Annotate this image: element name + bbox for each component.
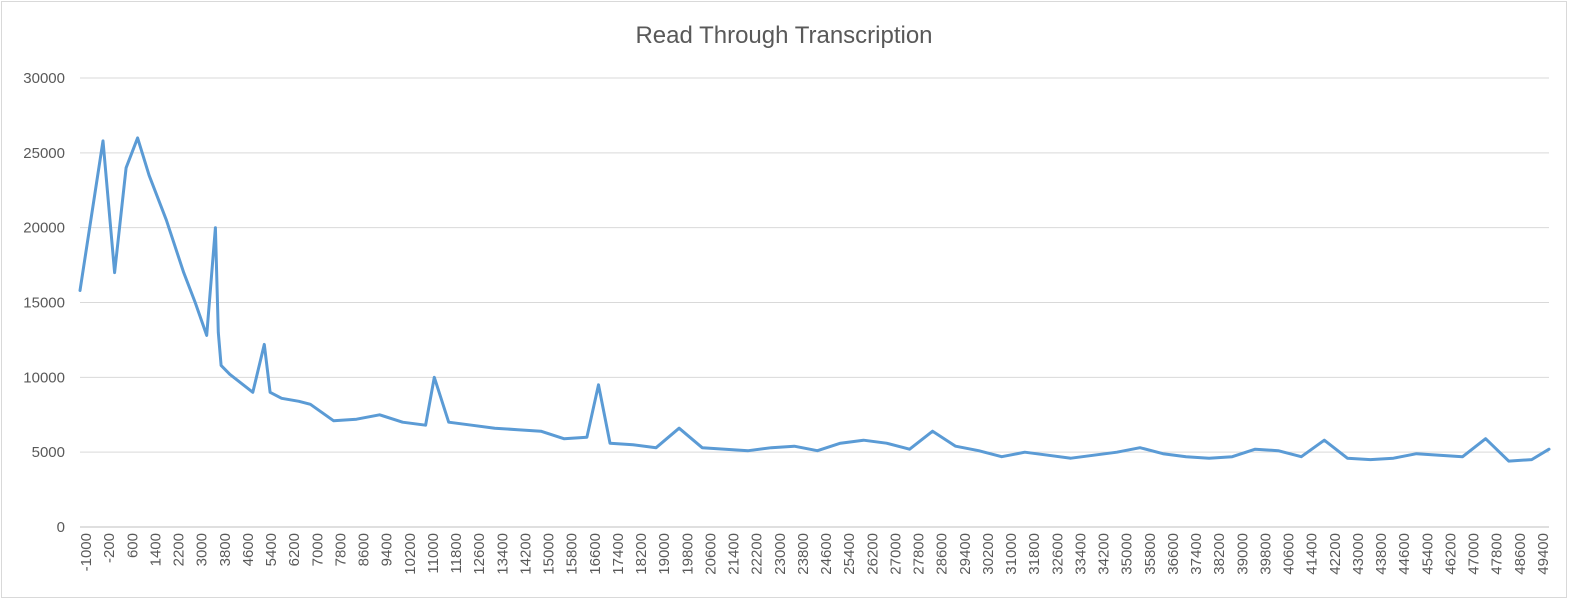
x-tick-label: 3800 [217,533,234,566]
x-tick-label: 37400 [1188,533,1205,575]
x-tick-label: 15800 [564,533,581,575]
chart-area: Read Through Transcription 0 5000 10000 150… [1,1,1567,598]
y-tick-label: 30000 [23,70,65,87]
x-tick-label: 5400 [263,533,280,566]
x-tick-label: 17400 [610,533,627,575]
x-tick-label: 23800 [795,533,812,575]
x-tick-label: 44600 [1396,533,1413,575]
x-tick-label: 16600 [587,533,604,575]
x-tick-label: 23000 [772,533,789,575]
x-tick-label: 20600 [702,533,719,575]
x-tick-label: 33400 [1072,533,1089,575]
x-tick-label: -1000 [78,533,95,571]
x-tick-label: 1400 [147,533,164,566]
x-tick-label: 29400 [957,533,974,575]
x-tick-label: 43000 [1350,533,1367,575]
x-tick-label: 15000 [541,533,558,575]
x-tick-label: 11000 [425,533,442,574]
x-tick-label: 2200 [171,533,188,566]
y-tick-label: 15000 [23,295,65,312]
x-tick-label: 49400 [1535,533,1552,575]
x-tick-label: 4600 [240,533,257,566]
y-tick-label: 5000 [32,444,65,461]
y-tick-label: 0 [57,519,65,536]
x-tick-label: 31000 [1003,533,1020,575]
x-tick-label: 40600 [1281,533,1298,575]
x-tick-label: 48600 [1512,533,1529,575]
x-tick-label: 35000 [1119,533,1136,575]
x-tick-label: 19000 [656,533,673,575]
x-tick-label: 42200 [1327,533,1344,575]
x-tick-label: 27000 [887,533,904,575]
x-tick-label: 41400 [1304,533,1321,575]
x-tick-label: 43800 [1373,533,1390,575]
x-tick-label: 7800 [332,533,349,566]
x-tick-label: 46200 [1442,533,1459,575]
x-tick-label: 21400 [726,533,743,575]
y-axis-labels: 0 5000 10000 15000 20000 25000 30000 [23,70,65,536]
x-tick-label: 47000 [1466,533,1483,575]
x-tick-label: 8600 [356,533,373,566]
x-tick-label: 18200 [633,533,650,575]
x-tick-label: 45400 [1419,533,1436,575]
x-tick-label: 31800 [1026,533,1043,575]
x-tick-label: 26200 [864,533,881,575]
chart-title: Read Through Transcription [635,22,933,49]
series-layer [78,136,1551,463]
x-tick-label: 25400 [841,533,858,575]
plot-area: 0 5000 10000 15000 20000 25000 30000 -1000 -200… [23,70,1552,575]
x-tick-label: 19800 [679,533,696,575]
x-tick-label: 3000 [194,533,211,566]
x-tick-label: -200 [101,533,118,563]
x-tick-label: 9400 [379,533,396,566]
y-tick-label: 10000 [23,369,65,386]
x-tick-label: 6200 [286,533,303,566]
x-tick-label: 14200 [517,533,534,575]
x-tick-label: 22200 [749,533,766,575]
x-axis-labels: -1000 -200 600 1400 2200 3000 3800 4600 5400 6200… [78,533,1552,575]
gridlines [80,77,1549,528]
x-tick-label: 27800 [911,533,928,575]
x-tick-label: 10200 [402,533,419,575]
x-tick-label: 600 [124,533,141,558]
x-tick-label: 39000 [1234,533,1251,575]
x-tick-label: 32600 [1049,533,1066,575]
x-tick-label: 34200 [1096,533,1113,575]
x-tick-label: 36600 [1165,533,1182,575]
x-tick-label: 12600 [471,533,488,575]
series-line-0 [78,136,1551,463]
x-tick-label: 47800 [1489,533,1506,575]
x-tick-label: 39800 [1257,533,1274,575]
x-tick-label: 38200 [1211,533,1228,575]
x-tick-label: 11800 [448,533,465,574]
y-tick-label: 25000 [23,145,65,162]
x-tick-label: 35800 [1142,533,1159,575]
x-tick-label: 28600 [934,533,951,575]
y-tick-label: 20000 [23,220,65,237]
x-tick-label: 7000 [309,533,326,566]
x-tick-label: 13400 [494,533,511,575]
x-tick-label: 24600 [818,533,835,575]
x-tick-label: 30200 [980,533,997,575]
